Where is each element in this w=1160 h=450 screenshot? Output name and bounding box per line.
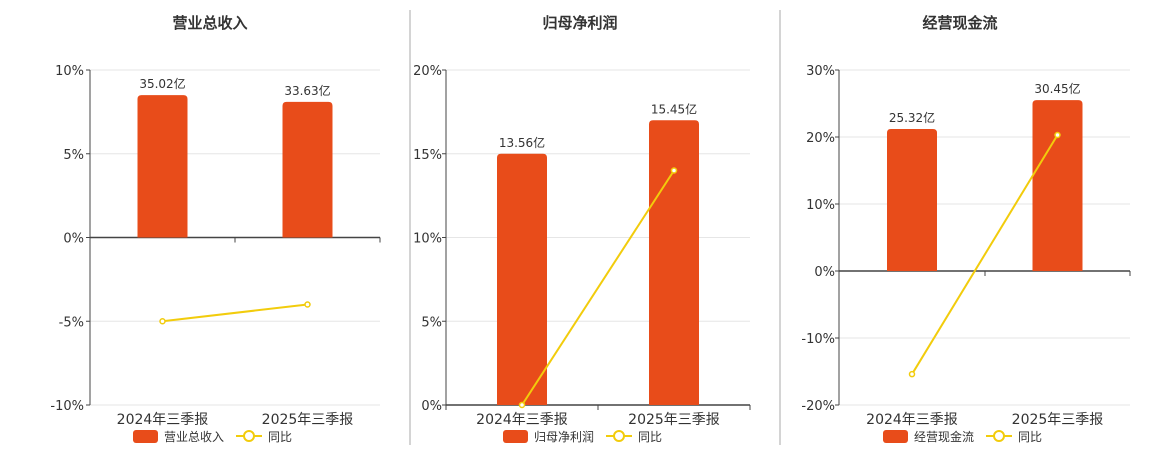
legend-bar-swatch [133,430,158,443]
bar-data-label: 15.45亿 [651,101,697,116]
yoy-line [521,169,675,406]
y-tick-label: -20% [801,399,835,414]
legend-bar-label: 营业总收入 [164,430,224,444]
yoy-point [908,370,916,378]
y-tick-label: 0% [814,265,835,280]
bar [887,128,937,271]
y-tick-label: -5% [59,315,84,330]
y-tick-label: 5% [63,148,84,163]
chart-title: 营业总收入 [172,14,247,32]
bar [282,101,333,238]
y-tick-label: 30% [806,64,835,79]
yoy-point [518,401,526,409]
x-category-label: 2024年三季报 [476,412,568,428]
chart-title: 经营现金流 [922,14,997,32]
y-tick-label: 5% [421,315,442,330]
x-category-label: 2024年三季报 [866,412,958,428]
bar [1032,100,1083,272]
bar-data-label: 33.63亿 [284,83,330,98]
legend-bar-label: 归母净利润 [534,430,594,444]
legend-line-label: 同比 [268,430,292,444]
legend-line-marker [613,430,625,442]
yoy-point [670,167,678,174]
y-tick-label: -10% [50,399,84,414]
y-tick-label: 20% [806,131,835,146]
bar [649,120,699,405]
y-tick-label: 15% [413,148,442,163]
y-tick-label: 20% [413,64,442,79]
y-tick-label: 10% [806,198,835,213]
legend-bar-swatch [883,430,908,443]
yoy-line [911,134,1059,375]
bar [497,153,547,405]
bar-data-label: 25.32亿 [889,110,935,125]
y-tick-label: 10% [413,232,442,247]
y-tick-label: 0% [421,399,442,414]
x-category-label: 2025年三季报 [1012,412,1104,428]
yoy-point [159,318,166,325]
yoy-point [1054,131,1061,139]
bar-data-label: 35.02亿 [139,76,185,91]
legend-bar-label: 经营现金流 [914,429,974,444]
x-category-label: 2025年三季报 [262,412,354,428]
bar-data-label: 13.56亿 [499,135,545,150]
yoy-line [162,303,308,323]
chart-title: 归母净利润 [542,14,617,32]
legend-line-marker [993,430,1005,442]
bar [137,95,188,238]
y-tick-label: 10% [55,64,84,79]
legend-line-marker [243,430,255,442]
x-category-label: 2024年三季报 [117,412,209,428]
y-tick-label: -10% [801,332,835,347]
yoy-point [304,301,311,308]
y-tick-label: 0% [63,232,84,247]
x-category-label: 2025年三季报 [628,412,720,428]
bar-data-label: 30.45亿 [1034,81,1080,96]
legend-line-label: 同比 [638,430,662,444]
legend-line-label: 同比 [1018,430,1042,444]
legend-bar-swatch [503,430,528,443]
